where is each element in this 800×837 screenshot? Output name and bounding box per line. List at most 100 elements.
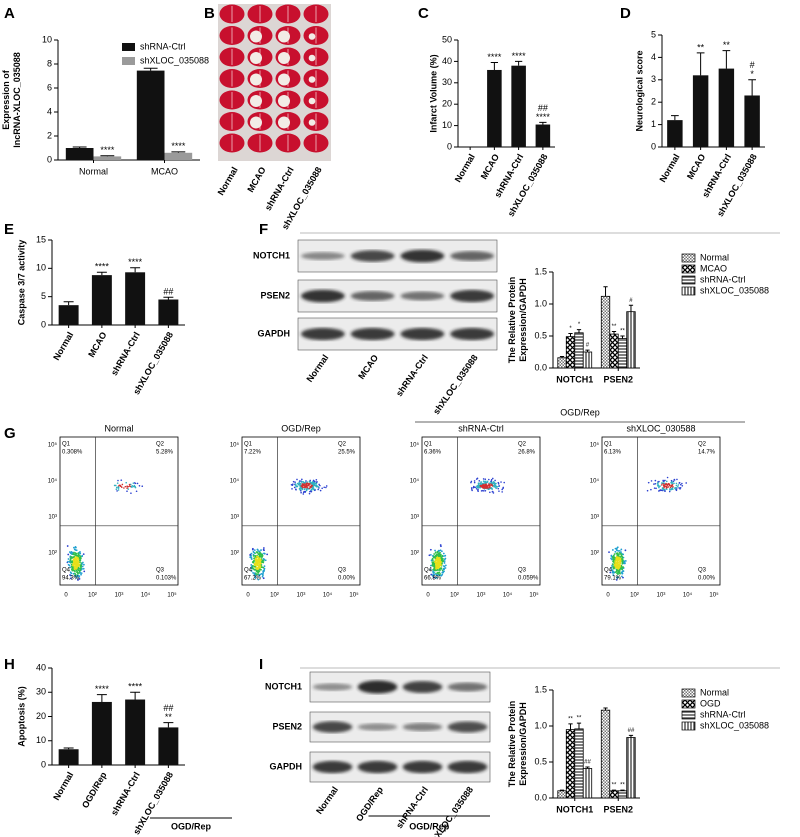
event-dot [263, 565, 266, 568]
event-dot [74, 573, 77, 576]
event-dot [313, 480, 316, 483]
y-axis-label: Neurological score [634, 50, 644, 131]
significance-label: **** [100, 145, 115, 155]
blot-band [400, 249, 445, 263]
significance-label: ** [612, 783, 617, 789]
event-dot [653, 483, 655, 485]
event-dot [676, 485, 679, 488]
infarct [308, 119, 316, 126]
y-tick-label: 0.5 [534, 330, 547, 340]
y-tick-label: 30 [442, 77, 452, 87]
event-dot [619, 558, 622, 560]
event-dot [439, 544, 442, 546]
event-dot [434, 551, 437, 554]
event-dot [439, 553, 442, 556]
event-dot [75, 562, 78, 565]
y-tick-label: 1.5 [534, 684, 547, 694]
x-tick-label: MCAO [479, 152, 501, 181]
event-dot [613, 556, 616, 559]
blot-band [350, 250, 395, 262]
event-dot [615, 578, 618, 581]
event-dot [475, 478, 478, 480]
event-dot [318, 483, 320, 486]
blot-band [447, 682, 488, 692]
error-bar [628, 734, 634, 738]
legend-swatch [681, 264, 696, 274]
event-dot [616, 547, 618, 550]
y-tick-label: 10 [442, 120, 452, 130]
event-dot [306, 481, 309, 483]
event-dot [262, 572, 265, 574]
bar [609, 333, 619, 369]
event-dot [442, 571, 444, 574]
event-dot [309, 482, 311, 485]
event-dot [253, 568, 256, 571]
infarct [250, 73, 262, 86]
error-bar [611, 789, 617, 791]
y-axis-label: lncRNA-XLOC_035088 [12, 52, 22, 148]
event-dot [685, 482, 687, 484]
event-dot [115, 486, 118, 489]
event-dot [482, 490, 485, 492]
event-dot [262, 561, 265, 564]
event-dot [429, 548, 432, 551]
event-dot [118, 484, 121, 487]
event-dot [614, 550, 617, 553]
event-dot [663, 482, 666, 485]
group-label: OGD/Rep [171, 821, 212, 831]
error-bar [603, 286, 608, 297]
quadrant-value: 5.28% [156, 450, 174, 456]
significance-label: **** [128, 257, 143, 267]
event-dot [473, 486, 475, 488]
event-dot [67, 553, 70, 556]
y-tick-label: 10 [42, 34, 52, 44]
y-tick-label: 40 [442, 56, 452, 66]
event-dot [430, 564, 432, 567]
event-dot [312, 487, 315, 489]
event-dot [252, 565, 255, 567]
event-dot [500, 481, 502, 483]
y-tick-label: 0 [47, 154, 52, 164]
event-dot [70, 577, 72, 580]
event-dot [255, 569, 258, 572]
event-dot [491, 477, 494, 480]
significance-label: **** [128, 682, 143, 692]
event-dot [616, 549, 618, 552]
y-tick-label: 10⁴ [48, 478, 58, 485]
event-dot [486, 481, 489, 483]
x-tick-label: Normal [657, 152, 681, 184]
event-dot [666, 486, 668, 489]
error-bar [539, 121, 547, 125]
y-tick-label: 4 [651, 52, 656, 62]
event-dot [314, 489, 316, 491]
event-dot [309, 490, 311, 493]
bar [582, 768, 593, 799]
lane-label: OGD/Rep [354, 784, 385, 823]
event-dot [77, 579, 79, 581]
event-dot [83, 570, 86, 573]
quadrant-value: 7.22% [244, 450, 262, 456]
event-dot [299, 484, 302, 486]
event-dot [266, 553, 269, 556]
blot-row-label: PSEN2 [272, 721, 302, 731]
legend-label: shXLOC_035088 [700, 720, 769, 730]
event-dot [431, 561, 434, 564]
x-tick-label: MCAO [86, 330, 108, 359]
event-dot [301, 484, 303, 487]
y-axis-label: Infarct Volume (%) [428, 54, 438, 132]
event-dot [315, 478, 318, 481]
event-dot [622, 570, 625, 572]
event-dot [440, 567, 443, 570]
event-dot [431, 564, 434, 567]
event-dot [317, 486, 320, 488]
event-dot [442, 555, 445, 558]
event-dot [123, 487, 125, 489]
y-tick-label: 1.0 [534, 298, 547, 308]
event-dot [620, 554, 623, 557]
event-dot [114, 484, 117, 487]
x-tick-label: PSEN2 [603, 804, 633, 814]
legend-label: MCAO [700, 263, 727, 273]
bar [557, 790, 567, 799]
event-dot [672, 480, 675, 483]
